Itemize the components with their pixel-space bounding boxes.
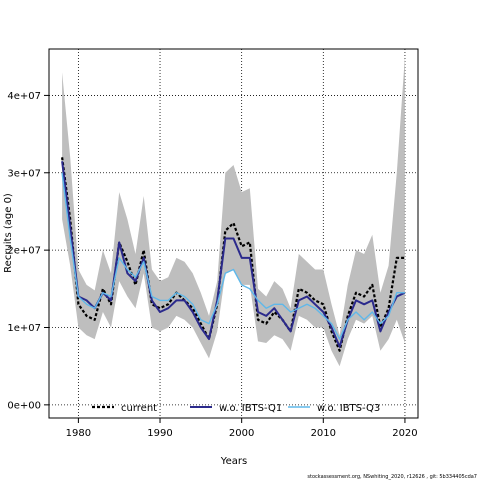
y-axis: 0e+00 1e+07 2e+07 3e+07 4e+07 xyxy=(7,91,49,411)
x-tick-label-4: 2020 xyxy=(392,428,417,439)
footer-credit: stockassessment.org, NSwhiting_2020, r12… xyxy=(307,474,477,480)
y-tick-label-3: 3e+07 xyxy=(7,168,41,179)
series-line-2 xyxy=(61,172,405,340)
y-axis-label: Recruits (age 0) xyxy=(3,193,14,273)
x-tick-label-0: 1980 xyxy=(66,428,91,439)
legend-label-1: w.o. IBTS-Q1 xyxy=(219,403,282,414)
legend-label-0: current xyxy=(121,403,157,414)
x-tick-label-3: 2010 xyxy=(311,428,336,439)
x-axis-label: Years xyxy=(220,456,247,467)
plot-frame xyxy=(48,48,419,419)
y-tick-label-4: 4e+07 xyxy=(7,91,41,102)
y-tick-label-1: 1e+07 xyxy=(7,323,41,334)
series-line-0 xyxy=(61,157,405,352)
legend: current w.o. IBTS-Q1 w.o. IBTS-Q3 xyxy=(92,403,380,414)
y-tick-label-2: 2e+07 xyxy=(7,246,41,257)
legend-label-2: w.o. IBTS-Q3 xyxy=(317,403,380,414)
x-axis: 1980 1990 2000 2010 2020 xyxy=(66,418,418,439)
confidence-band xyxy=(62,56,405,367)
series-lines xyxy=(61,157,406,352)
y-tick-label-0: 0e+00 xyxy=(7,400,41,411)
x-tick-label-2: 2000 xyxy=(229,428,254,439)
x-tick-label-1: 1990 xyxy=(147,428,172,439)
